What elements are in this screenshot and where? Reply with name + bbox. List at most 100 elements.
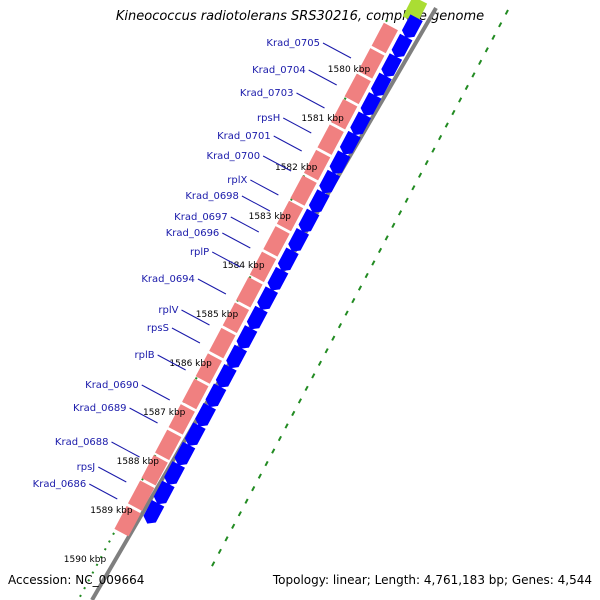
gene-label[interactable]: Krad_0704 bbox=[252, 65, 306, 76]
gene-label[interactable]: rpsS bbox=[147, 323, 169, 334]
gene-label[interactable]: Krad_0690 bbox=[85, 380, 139, 391]
leader-line bbox=[171, 327, 201, 344]
tick-mark bbox=[79, 594, 82, 598]
tick-mark bbox=[277, 435, 282, 442]
gene-label[interactable]: Krad_0689 bbox=[73, 403, 127, 414]
gene-bar bbox=[344, 73, 371, 105]
gene-label[interactable]: Krad_0705 bbox=[266, 38, 320, 49]
tick-mark bbox=[471, 72, 476, 78]
tick-mark bbox=[251, 485, 256, 492]
tick-mark bbox=[311, 373, 316, 379]
gene-bar bbox=[127, 480, 155, 511]
cds-arrow bbox=[195, 402, 216, 427]
tick-mark bbox=[237, 511, 242, 517]
leader-line bbox=[262, 155, 292, 172]
tick-mark bbox=[431, 147, 436, 153]
gene-label[interactable]: rplB bbox=[135, 350, 155, 361]
leader-line bbox=[111, 441, 140, 458]
gene-label[interactable]: Krad_0703 bbox=[240, 88, 294, 99]
gene-label[interactable]: Krad_0688 bbox=[55, 437, 109, 448]
tick-mark bbox=[337, 322, 343, 329]
tick-mark bbox=[217, 548, 222, 555]
cds-arrow bbox=[308, 189, 330, 213]
tick-mark bbox=[211, 561, 216, 567]
cds-arrow bbox=[236, 325, 258, 349]
tick-mark bbox=[91, 571, 95, 574]
gene-bar bbox=[195, 353, 222, 384]
gene-bar bbox=[263, 226, 290, 257]
tick-mark bbox=[491, 34, 496, 40]
gene-label[interactable]: rplP bbox=[190, 247, 209, 258]
tick-mark bbox=[264, 460, 269, 467]
gene-bar bbox=[290, 175, 317, 206]
cds-arrow bbox=[153, 480, 175, 505]
tick-mark bbox=[351, 297, 356, 304]
gene-label[interactable]: Krad_0686 bbox=[33, 479, 87, 490]
tick-mark bbox=[385, 19, 388, 23]
gene-bar bbox=[371, 22, 398, 54]
tick-mark bbox=[397, 210, 403, 216]
tick-mark bbox=[438, 134, 443, 141]
tick-mark bbox=[297, 398, 302, 404]
tick-mark bbox=[194, 376, 198, 380]
tick-mark bbox=[324, 348, 329, 354]
ruler-label: 1588 kbp bbox=[117, 457, 160, 467]
gene-label[interactable]: rplX bbox=[227, 175, 247, 186]
tick-mark bbox=[444, 122, 449, 128]
gene-bar bbox=[249, 251, 277, 283]
tick-mark bbox=[317, 360, 323, 366]
gene-bar bbox=[236, 277, 263, 308]
leader-line bbox=[98, 466, 127, 483]
gene-label[interactable]: rpsJ bbox=[77, 462, 96, 473]
tick-mark bbox=[391, 222, 396, 229]
gene-label[interactable]: Krad_0694 bbox=[141, 274, 195, 285]
gene-label[interactable]: rplV bbox=[158, 305, 178, 316]
tick-mark bbox=[404, 197, 409, 203]
cds-arrow bbox=[298, 208, 320, 233]
tick-mark bbox=[498, 22, 503, 28]
tick-mark bbox=[458, 97, 463, 103]
cds-arrow bbox=[174, 441, 196, 466]
gene-label[interactable]: Krad_0701 bbox=[217, 131, 271, 142]
tick-mark bbox=[371, 260, 376, 266]
tick-mark bbox=[504, 9, 509, 15]
cds-arrow bbox=[391, 33, 413, 58]
tick-mark bbox=[411, 185, 416, 191]
cds-arrow bbox=[370, 72, 392, 97]
cds-arrow bbox=[277, 247, 299, 272]
gene-label[interactable]: rpsH bbox=[257, 113, 280, 124]
tick-mark bbox=[364, 272, 369, 279]
tick-mark bbox=[95, 563, 99, 567]
tick-mark bbox=[331, 335, 336, 341]
tick-mark bbox=[484, 47, 489, 53]
leader-line bbox=[308, 69, 337, 86]
tick-mark bbox=[257, 473, 262, 479]
leader-line bbox=[211, 251, 241, 268]
cds-arrow bbox=[381, 53, 403, 77]
gene-label[interactable]: Krad_0700 bbox=[207, 151, 261, 162]
map-title: Kineococcus radiotolerans SRS30216, comp… bbox=[115, 9, 485, 24]
tick-mark bbox=[112, 532, 115, 536]
cds-arrow bbox=[329, 150, 351, 174]
leader-line bbox=[89, 483, 118, 500]
ruler-labels: 1580 kbp 1581 kbp 1582 kbp 1583 kbp 1584 kbp… bbox=[64, 65, 371, 565]
leader-line bbox=[141, 384, 170, 401]
leader-line bbox=[197, 278, 227, 295]
leader-line bbox=[296, 92, 325, 109]
tick-mark bbox=[224, 536, 229, 542]
ruler-label: 1589 kbp bbox=[90, 506, 133, 516]
tick-mark bbox=[377, 247, 383, 254]
ruler-label: 1581 kbp bbox=[301, 114, 344, 124]
cds-arrow bbox=[164, 461, 185, 485]
gene-label[interactable]: Krad_0697 bbox=[174, 212, 228, 223]
cds-arrow bbox=[184, 422, 206, 446]
cds-arrow bbox=[401, 14, 423, 38]
ruler-label: 1590 kbp bbox=[64, 555, 107, 565]
gene-label[interactable]: Krad_0696 bbox=[166, 228, 220, 239]
gene-label[interactable]: Krad_0698 bbox=[185, 191, 239, 202]
gene-bar bbox=[209, 327, 236, 359]
gene-bar bbox=[222, 302, 250, 333]
tick-mark bbox=[291, 410, 296, 417]
cds-arrow bbox=[143, 500, 165, 524]
